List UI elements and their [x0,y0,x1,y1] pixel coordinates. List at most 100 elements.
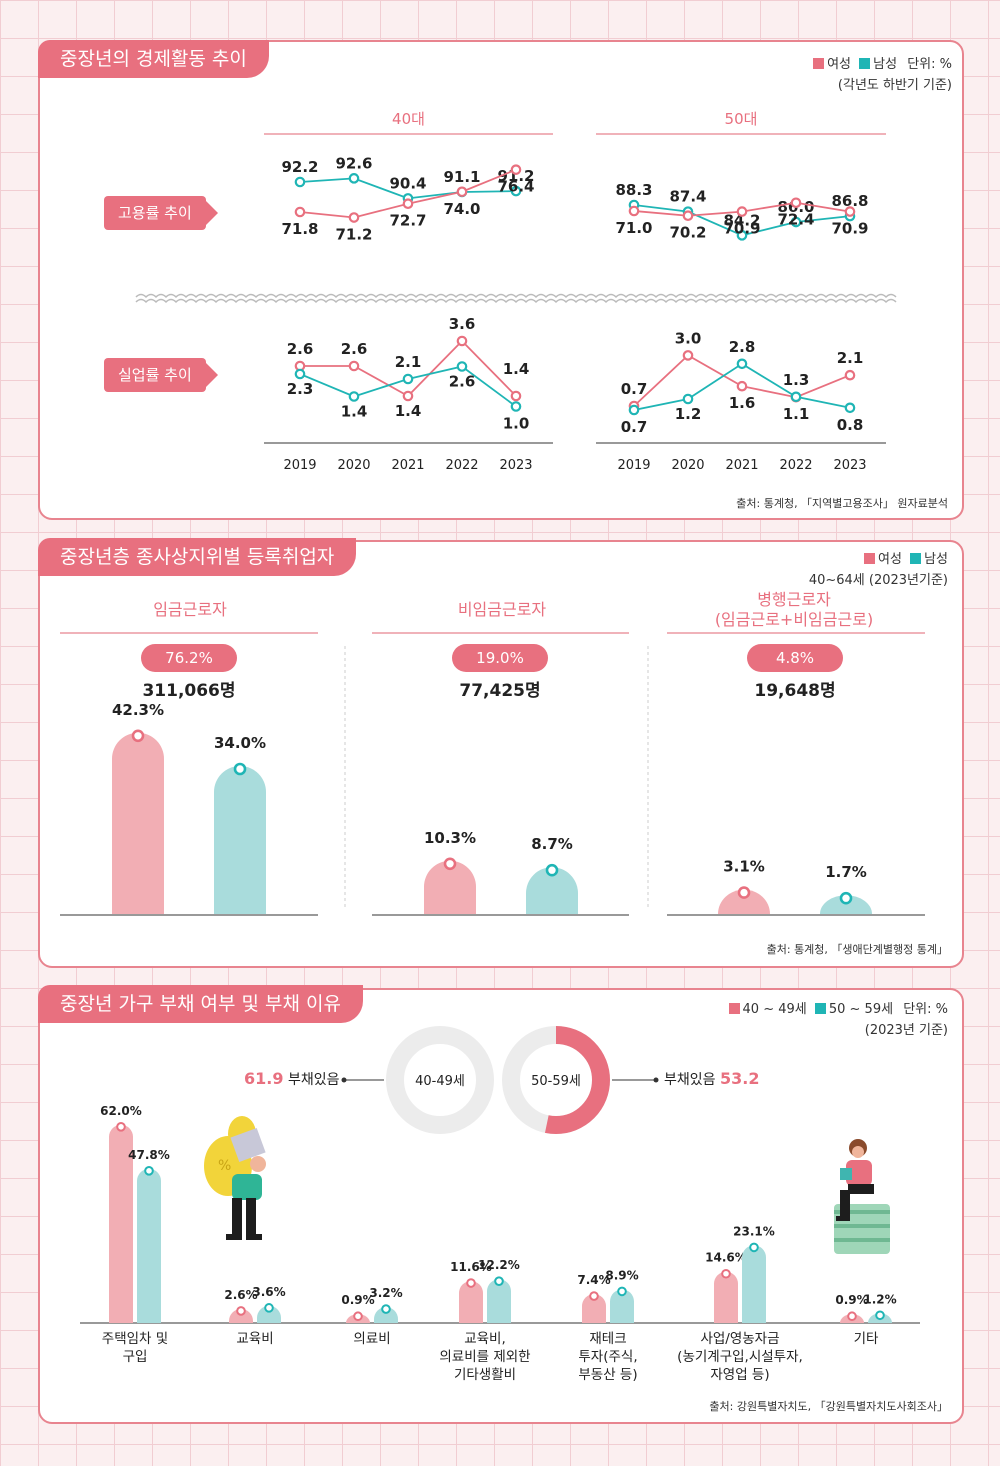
data-label: 92.2 [281,158,318,176]
group-title: 50대 [725,110,758,128]
data-label: 87.4 [669,188,706,206]
data-label: 71.2 [335,226,372,244]
age50-swatch [814,1003,826,1014]
source-workers: 출처: 통계청, 「생애단계별행정 통계」 [766,943,948,956]
donut-40-callout: 61.9 부채있음 [244,1069,340,1088]
data-label: 86.8 [831,192,868,210]
data-label: 1.4 [395,402,422,420]
data-label: 1.6 [729,394,756,412]
data-label: 71.8 [281,220,318,238]
economic-activity-line-charts: 40대 2019 2020 2021 2022 2023 50대 2019 2020 2021 20… [135,110,897,473]
share-wage: 76.2% [141,644,237,672]
data-label: 0.7 [621,380,648,398]
data-label: 70.9 [723,220,760,238]
data-point [348,391,360,402]
employment-trend-panel [38,40,964,520]
data-label: 1.1 [783,405,810,423]
data-point [736,358,748,370]
person-sitting-on-money-illustration [834,1139,890,1254]
data-label: 0.8 [837,416,864,434]
data-label: 88.3 [615,181,652,199]
data-point [844,206,856,217]
age40-swatch [728,1003,740,1014]
wavy-divider [135,298,897,304]
data-label: 70.2 [669,224,706,242]
share-dual: 4.8% [747,644,843,672]
x-tick-label: 2021 [725,458,758,473]
data-point [348,360,360,372]
data-label: 72.4 [777,211,814,229]
source-debt: 출처: 강원특별자치도, 「강원특별자치도사회조사」 [709,1400,948,1413]
data-label: 92.6 [335,154,372,172]
data-point [456,361,468,372]
label-employment-rate: 고용률 추이 [104,196,218,230]
person-carrying-money-bags-illustration: % [204,1116,266,1240]
count-dual: 19,648명 [754,681,836,701]
x-tick-label: 2021 [391,458,424,473]
data-point [348,173,360,184]
male-swatch [859,58,871,69]
data-point [456,186,468,198]
data-label: 74.0 [443,200,480,218]
group-title: 40대 [392,110,425,128]
x-tick-label: 2020 [337,458,370,473]
data-label: 76.4 [497,178,534,196]
label-unemployment-rate: 실업률 추이 [104,358,218,392]
data-point [294,176,306,188]
data-point [844,369,856,381]
col-title-dual: 병행근로자 (임금근로+비임금근로) [714,590,874,629]
data-label: 3.6 [449,315,476,333]
data-point [790,216,802,228]
x-tick-label: 2019 [617,458,650,473]
col-title-nonwage: 비임금근로자 [457,600,547,619]
data-label: 1.4 [341,403,368,421]
svg-text:%: % [218,1158,231,1174]
data-label: 90.4 [389,174,426,192]
data-label: 2.1 [837,349,864,367]
data-point [682,393,694,405]
data-label: 72.7 [389,212,426,230]
data-point [736,206,748,217]
section-title-employment: 중장년의 경제활동 추이 [38,40,269,78]
data-point [402,390,414,402]
data-point [682,210,694,222]
data-point [628,404,640,416]
data-label: 2.6 [341,340,368,358]
section-title-debt: 중장년 가구 부채 여부 및 부채 이유 [38,985,363,1023]
worker-status-panel [38,540,964,968]
data-label: 71.0 [615,219,652,237]
data-label: 84.2 [723,211,760,229]
data-point [736,230,748,241]
data-label: 91.2 [497,167,534,185]
data-label: 2.8 [729,338,756,356]
x-tick-label: 2019 [283,458,316,473]
legend-workers: 여성 남성 40~64세 (2023년기준) [808,552,948,588]
x-tick-label: 2020 [671,458,704,473]
legend-debt: 40 ~ 49세 50 ~ 59세 단위: % (2023년 기준) [728,998,948,1038]
x-tick-label: 2023 [833,458,866,473]
data-point [510,401,522,412]
x-tick-label: 2022 [779,458,812,473]
female-swatch [813,58,825,69]
data-label: 2.6 [449,373,476,391]
data-label: 70.9 [831,220,868,238]
data-label: 0.7 [621,418,648,436]
male-swatch [910,553,922,564]
data-label: 2.3 [287,380,314,398]
data-point [682,350,694,361]
data-label: 1.3 [783,371,810,389]
data-point [790,197,802,209]
data-label: 1.4 [503,360,530,378]
x-tick-label: 2023 [499,458,532,473]
data-point [402,373,414,385]
data-label: 1.2 [675,405,702,423]
donut-50-callout: 부채있음 53.2 [664,1069,760,1088]
data-point [510,185,522,197]
female-swatch [864,553,876,564]
section-title-workers: 중장년층 종사상지위별 등록취업자 [38,538,357,576]
share-nonwage: 19.0% [452,644,548,672]
data-point [736,380,748,392]
data-label: 91.1 [443,168,480,186]
data-point [456,335,468,347]
source-employment: 출처: 통계청, 「지역별고용조사」 원자료분석 [736,497,948,510]
